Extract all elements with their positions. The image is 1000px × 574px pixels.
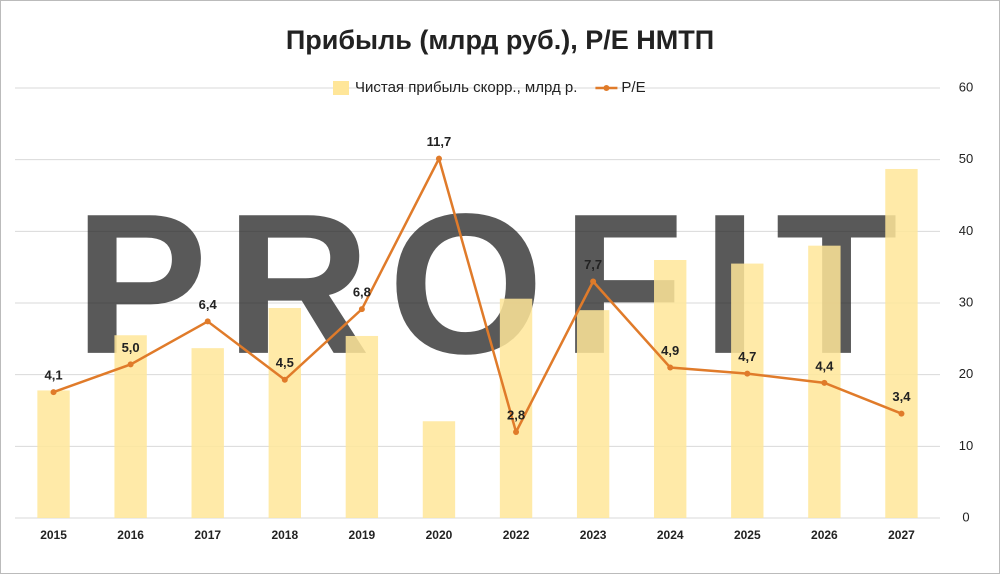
bar: [191, 348, 224, 518]
data-label: 11,7: [427, 134, 452, 149]
line-marker: [435, 155, 442, 162]
data-label: 4,5: [276, 355, 294, 370]
data-label: 4,4: [815, 358, 834, 373]
data-label: 6,4: [199, 297, 218, 312]
bar: [731, 263, 764, 518]
legend-label: Чистая прибыль скорр., млрд р.: [355, 79, 577, 96]
line-marker: [281, 376, 288, 383]
data-label: 4,9: [661, 343, 679, 358]
x-tick-label: 2026: [811, 528, 838, 542]
x-tick-label: 2023: [580, 528, 607, 542]
data-label: 7,7: [584, 257, 602, 272]
line-marker: [127, 361, 134, 368]
data-label: 4,7: [738, 349, 756, 364]
data-label: 4,1: [45, 368, 63, 383]
bar: [345, 335, 379, 518]
bar: [654, 260, 687, 518]
x-tick-label: 2016: [117, 528, 144, 542]
x-tick-label: 2022: [503, 528, 530, 542]
line-marker: [898, 410, 905, 417]
line: [53, 155, 902, 436]
y-tick-label: 30: [959, 294, 973, 309]
line-marker: [358, 306, 365, 313]
bar: [576, 310, 610, 518]
x-tick-label: 2025: [734, 528, 761, 542]
x-tick-label: 2017: [194, 528, 221, 542]
chart-title: Прибыль (млрд руб.), P/E НМТП: [286, 25, 714, 55]
y-tick-label: 40: [959, 223, 973, 238]
y-tick-label: 10: [959, 438, 973, 453]
bar: [422, 421, 456, 518]
bar: [37, 390, 70, 518]
x-tick-label: 2024: [657, 528, 684, 542]
line-marker: [667, 364, 674, 371]
line-marker: [513, 429, 520, 435]
x-tick-label: 2018: [271, 528, 298, 542]
x-tick-label: 2015: [40, 528, 67, 542]
line-marker: [50, 389, 57, 396]
y-tick-label: 50: [959, 151, 973, 166]
legend-swatch: [333, 81, 349, 95]
x-tick-label: 2027: [888, 528, 915, 542]
line-marker: [590, 278, 597, 285]
bar: [885, 168, 918, 518]
y-tick-label: 60: [959, 79, 973, 94]
line-marker: [821, 379, 828, 386]
legend-label: P/E: [621, 79, 645, 96]
x-tick-label: 2020: [426, 528, 453, 542]
line-marker: [744, 370, 751, 377]
data-label: 6,8: [353, 285, 371, 300]
x-tick-label: 2019: [349, 528, 376, 542]
data-label: 3,4: [892, 389, 911, 404]
line-marker: [204, 318, 211, 325]
y-tick-label: 0: [962, 509, 969, 524]
legend-swatch: [603, 85, 610, 91]
bar: [268, 308, 301, 518]
data-label: 2,8: [507, 407, 525, 422]
data-label: 5,0: [122, 340, 140, 355]
y-tick-label: 20: [959, 366, 973, 381]
